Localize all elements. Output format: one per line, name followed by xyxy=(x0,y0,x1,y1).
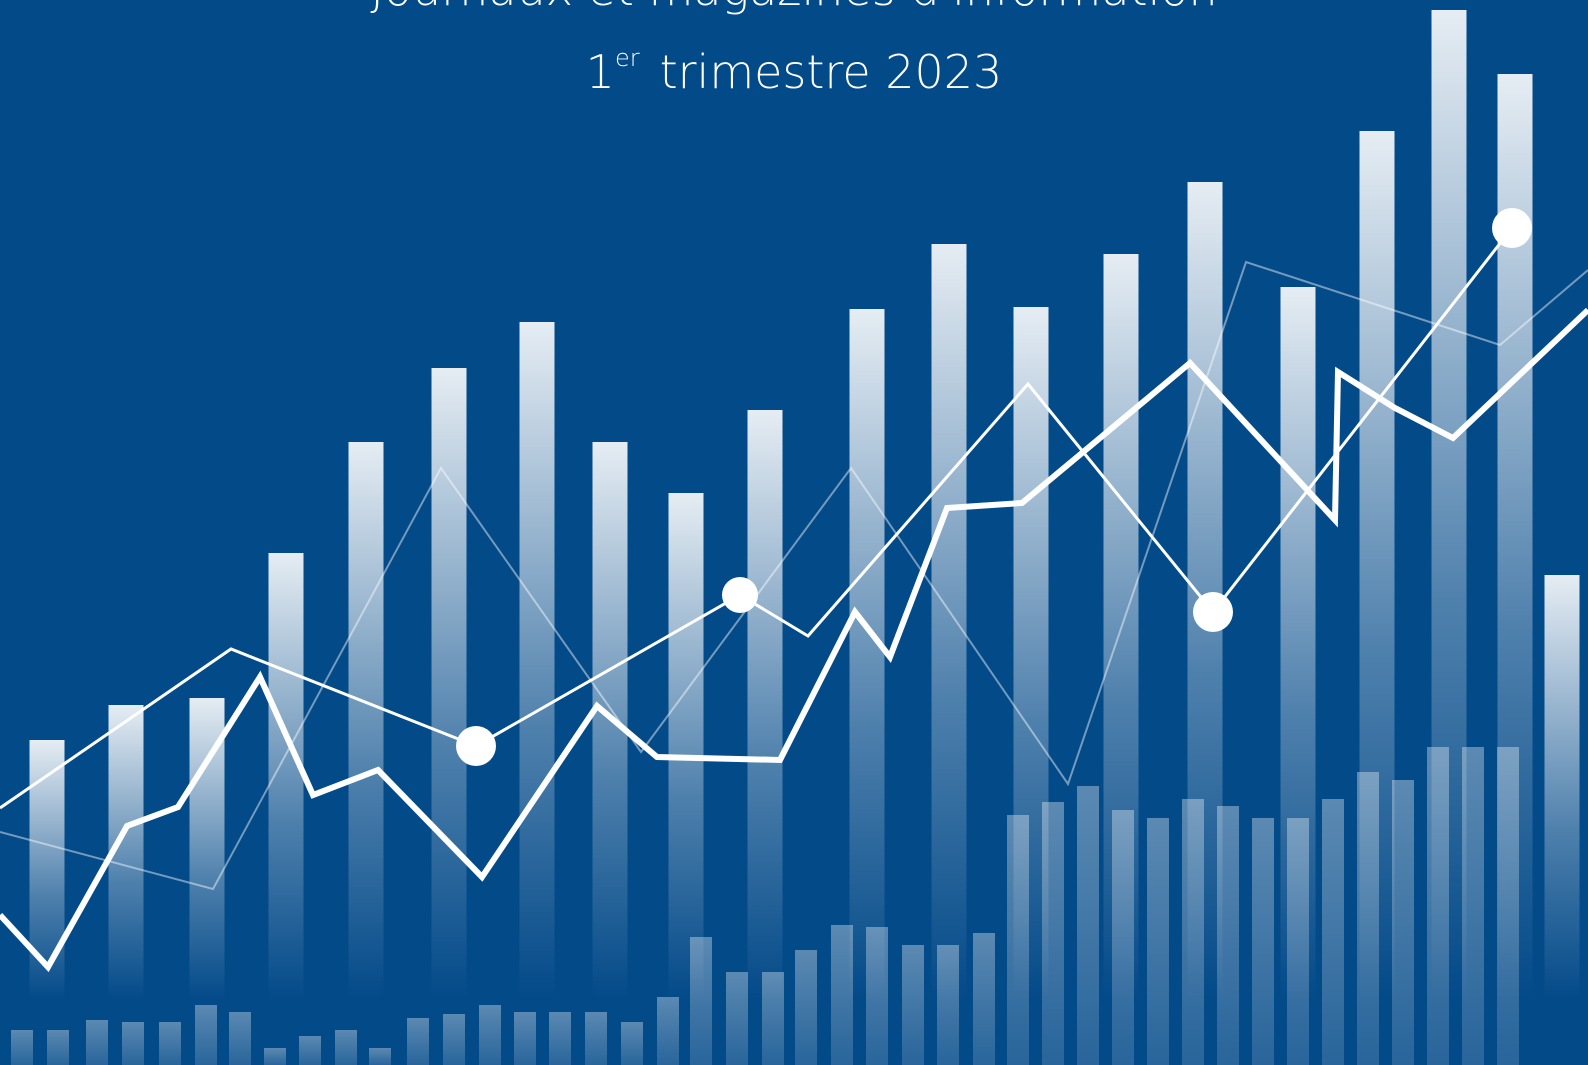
decor-bar xyxy=(268,553,304,1000)
decor-bar xyxy=(795,950,817,1065)
thick-line xyxy=(0,307,1588,973)
decor-bar xyxy=(431,368,467,1000)
decor-bar xyxy=(1077,786,1099,1065)
decor-bar xyxy=(86,1020,108,1065)
period-text: trimestre 2023 xyxy=(659,45,1003,99)
decor-bar xyxy=(519,322,555,1000)
decor-bar xyxy=(348,442,384,1000)
decor-bar xyxy=(11,1030,33,1065)
decor-bar xyxy=(585,1012,607,1065)
markers xyxy=(456,208,1532,766)
decor-bar xyxy=(1462,747,1484,1065)
decor-bar xyxy=(47,1030,69,1065)
decor-bar xyxy=(726,972,748,1065)
decor-bar xyxy=(1357,772,1379,1065)
decor-bar xyxy=(264,1048,286,1065)
decor-bar xyxy=(973,933,995,1065)
faint-line xyxy=(0,260,1588,891)
decor-bar xyxy=(549,1012,571,1065)
decor-bar xyxy=(866,927,888,1065)
decor-bar xyxy=(690,937,712,1065)
decor-bar xyxy=(592,442,628,1000)
decor-bar xyxy=(1497,747,1519,1065)
decor-bar xyxy=(621,1022,643,1065)
decor-bar xyxy=(849,309,885,1000)
foreground-bars xyxy=(11,747,1519,1065)
decor-bar xyxy=(762,972,784,1065)
decor-bar xyxy=(1112,810,1134,1065)
decor-bar xyxy=(1182,799,1204,1065)
decor-bar xyxy=(1287,818,1309,1065)
decor-bar xyxy=(195,1005,217,1065)
decor-bar xyxy=(1544,575,1580,1000)
decor-bar xyxy=(747,410,783,1000)
thin-line xyxy=(0,227,1514,810)
decor-bar xyxy=(299,1036,321,1065)
decor-bar xyxy=(668,493,704,1000)
period-number: 1 xyxy=(585,45,615,99)
period: 1er trimestre 2023 xyxy=(0,44,1588,99)
decor-bar xyxy=(1217,806,1239,1065)
decor-bar xyxy=(514,1012,536,1065)
decor-bar xyxy=(1392,780,1414,1065)
decor-bar xyxy=(1252,818,1274,1065)
decor-bar xyxy=(443,1014,465,1065)
background-bars xyxy=(29,10,1580,1000)
decor-bar xyxy=(831,925,853,1065)
decor-bar xyxy=(937,945,959,1065)
decor-bar xyxy=(479,1005,501,1065)
decor-bar xyxy=(335,1030,357,1065)
decor-bar xyxy=(159,1022,181,1065)
decor-bar xyxy=(902,945,924,1065)
decor-bar xyxy=(1322,799,1344,1065)
decor-bar xyxy=(931,244,967,1000)
decor-bar xyxy=(29,740,65,1000)
decor-bar xyxy=(1427,747,1449,1065)
decor-bar xyxy=(1007,815,1029,1065)
decor-bar xyxy=(229,1012,251,1065)
period-superscript: er xyxy=(614,44,640,72)
decor-bar xyxy=(189,698,225,1000)
decor-bar xyxy=(122,1022,144,1065)
decor-bar xyxy=(1147,818,1169,1065)
decor-bar xyxy=(657,997,679,1065)
decor-bar xyxy=(407,1018,429,1065)
decor-bar xyxy=(369,1048,391,1065)
decor-bar xyxy=(1042,802,1064,1065)
title: Journaux et magazines d'information xyxy=(0,0,1588,16)
